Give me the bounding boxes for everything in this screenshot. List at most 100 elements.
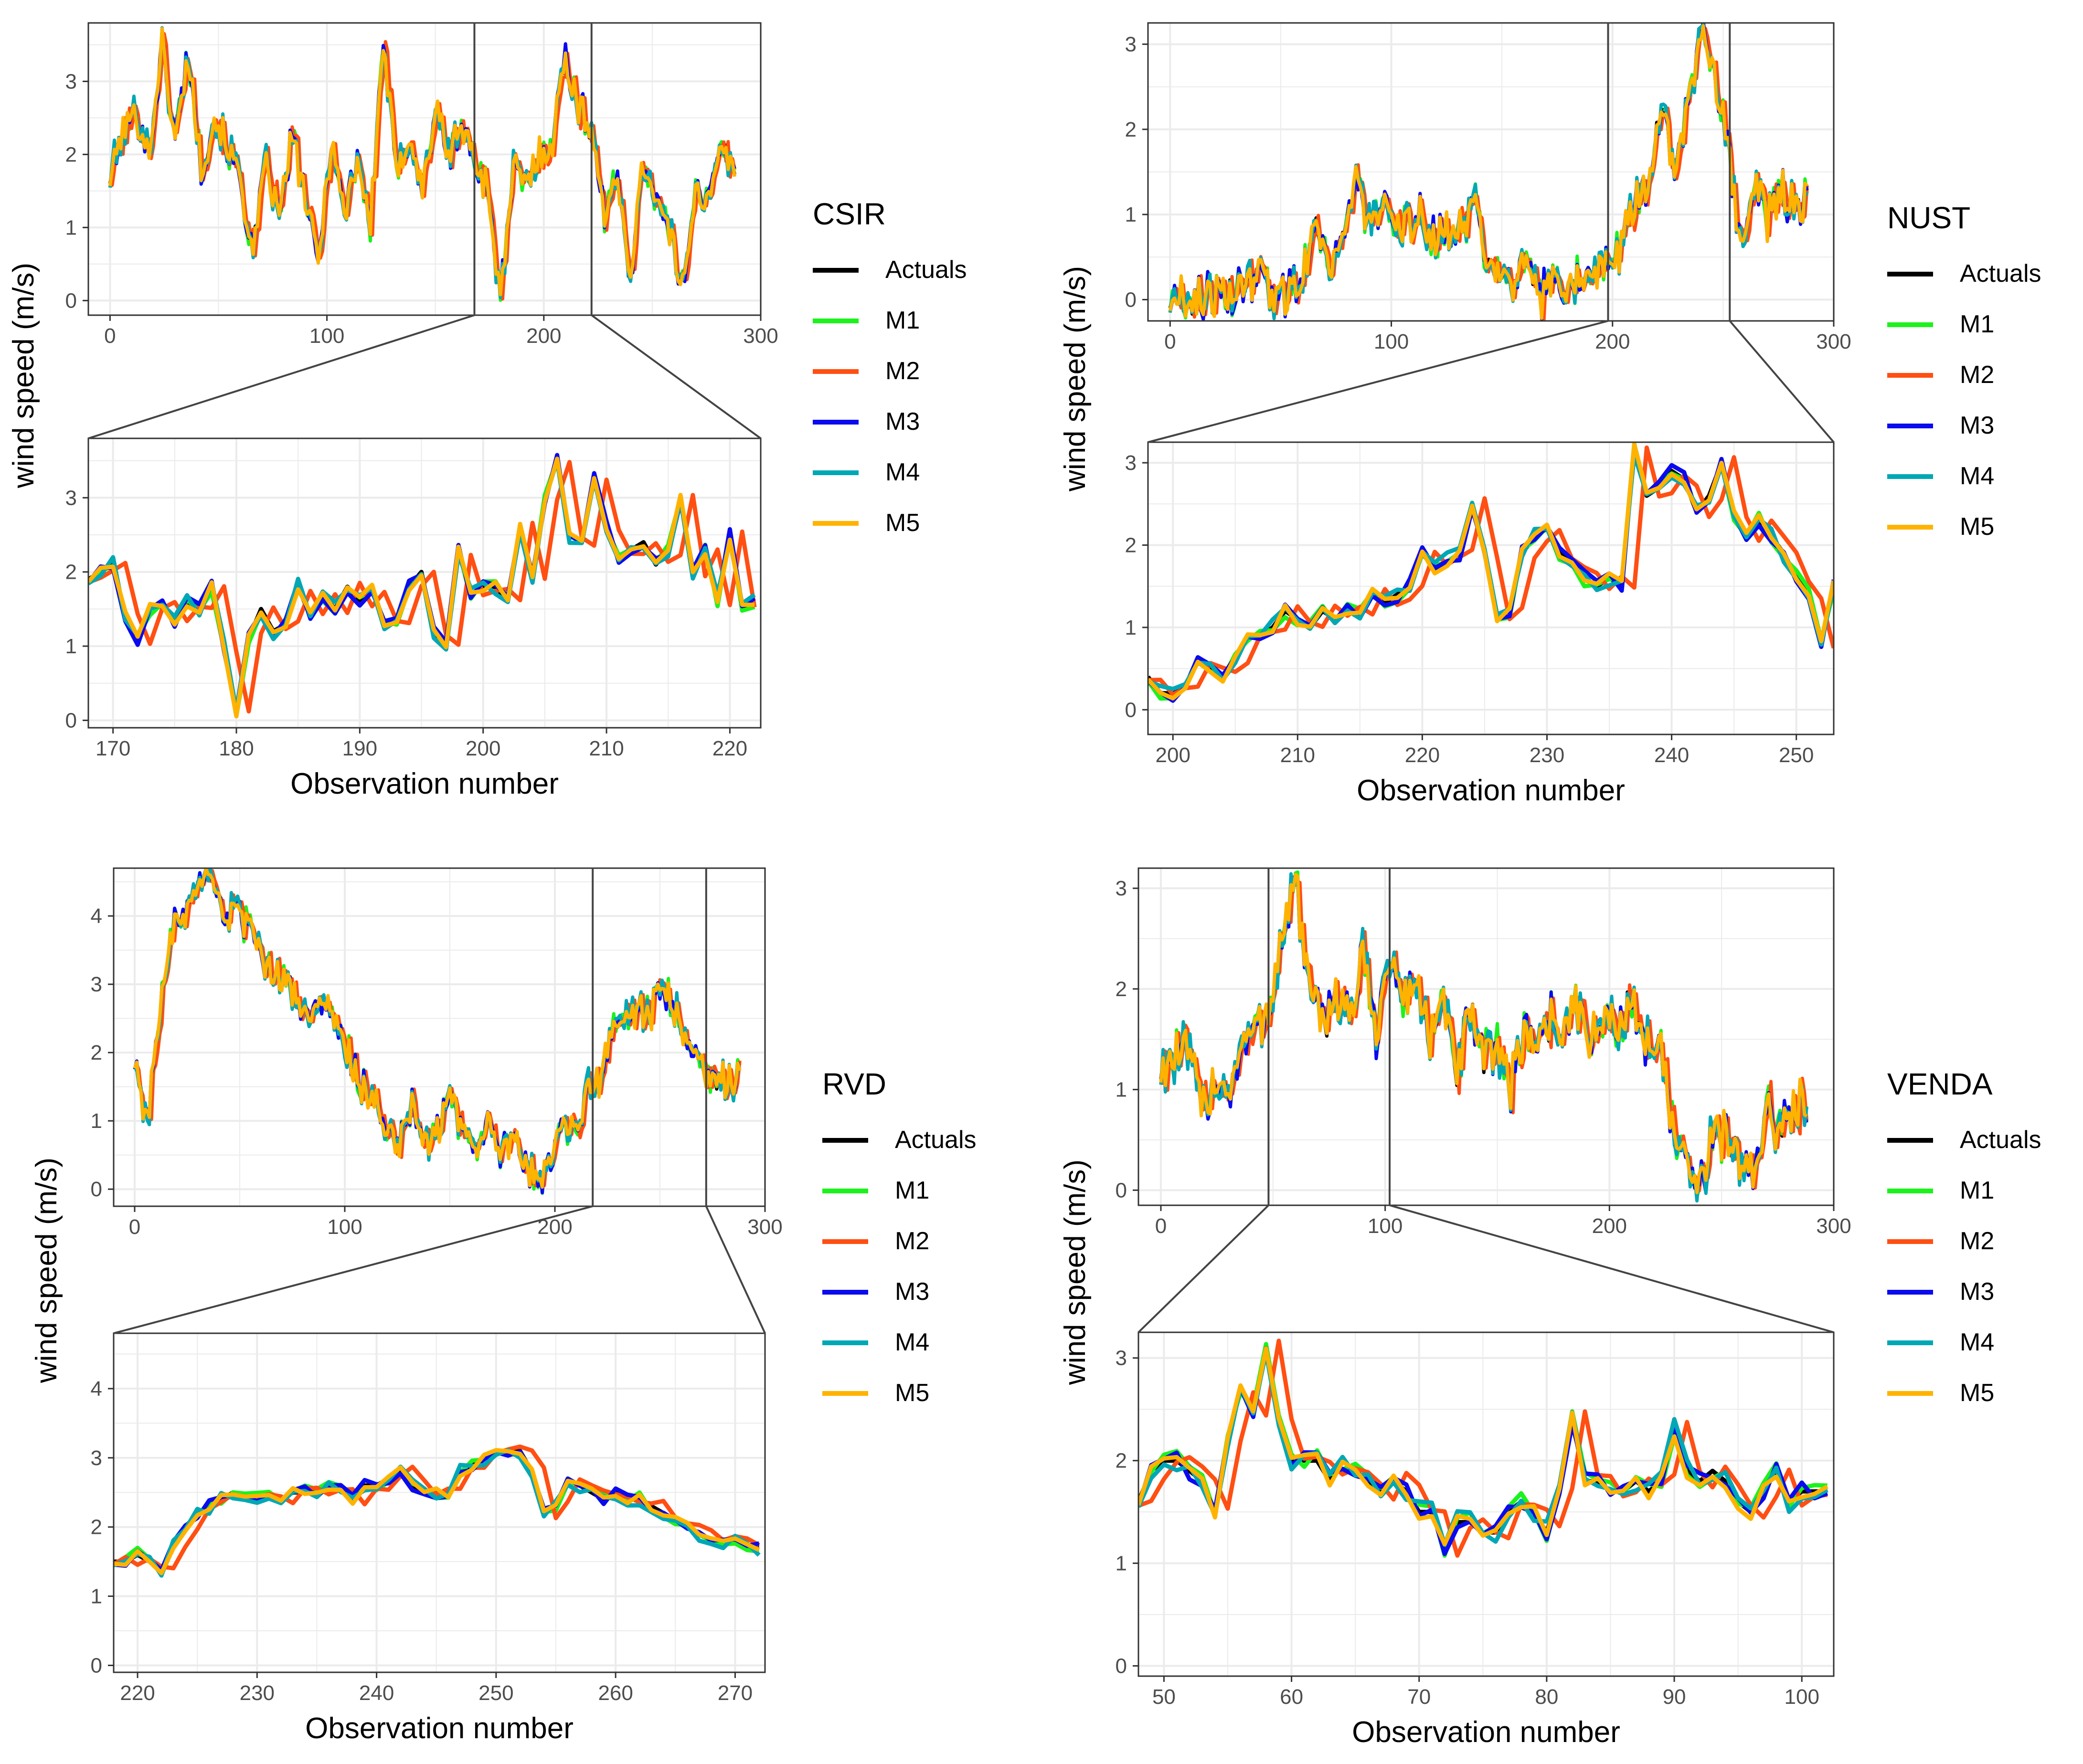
overview-y-tick-label: 3	[1125, 33, 1137, 56]
legend-label-m3: M3	[895, 1278, 929, 1306]
overview-x-tick-label: 300	[747, 1215, 782, 1239]
overview-y-tick-label: 2	[65, 143, 77, 166]
zoom-series-m5	[114, 1448, 760, 1575]
overview-series-group	[108, 26, 736, 302]
zoom-y-tick-label: 0	[1116, 1655, 1127, 1678]
overview-panel-border	[113, 867, 766, 1207]
zoom-connector-left	[113, 1205, 593, 1334]
zoom-y-tick-label: 1	[1125, 616, 1137, 639]
zoom-x-tick-label: 220	[712, 737, 747, 760]
overview-series-m5	[1168, 24, 1809, 320]
x-axis-title: Observation number	[1357, 774, 1625, 807]
zoom-x-tick-label: 180	[219, 737, 254, 760]
zoom-x-tick-label: 210	[1280, 744, 1315, 767]
legend-label-m5: M5	[1960, 513, 1994, 541]
legend-label-m4: M4	[895, 1328, 929, 1356]
overview-x-tick-label: 0	[1164, 330, 1176, 353]
overview-y-tick-label: 2	[1116, 978, 1127, 1001]
legend-label-m3: M3	[1960, 412, 1994, 439]
overview-series-m5	[108, 27, 736, 297]
overview-x-tick-label: 200	[1595, 330, 1630, 353]
legend-label-m2: M2	[1960, 361, 1994, 389]
legend-label-m2: M2	[885, 357, 920, 385]
overview-x-tick-label: 300	[743, 324, 778, 348]
overview-x-tick-label: 0	[1155, 1214, 1167, 1238]
legend-label-m5: M5	[1960, 1379, 1994, 1407]
legend-label-m1: M1	[885, 307, 920, 334]
zoom-x-tick-label: 260	[598, 1681, 633, 1705]
zoom-x-tick-label: 210	[589, 737, 624, 760]
zoom-x-tick-label: 230	[1530, 744, 1564, 767]
zoom-y-tick-label: 3	[91, 1446, 102, 1470]
zoom-x-tick-label: 230	[240, 1681, 275, 1705]
zoom-y-tick-label: 0	[65, 709, 77, 732]
zoom-x-tick-label: 170	[96, 737, 130, 760]
overview-x-tick-label: 300	[1816, 330, 1851, 353]
overview-y-tick-label: 1	[65, 216, 77, 239]
overview-y-tick-label: 3	[91, 973, 102, 996]
zoom-connector-right	[1729, 320, 1835, 443]
overview-x-tick-label: 0	[129, 1215, 140, 1239]
zoom-y-tick-label: 1	[91, 1585, 102, 1608]
overview-x-tick-label: 100	[1368, 1214, 1403, 1238]
legend-csir: CSIR Actuals M1 M2 M3 M4 M5	[813, 197, 967, 537]
legend-label-m2: M2	[1960, 1227, 1994, 1255]
overview-y-tick-label: 4	[91, 904, 102, 928]
legend-title: NUST	[1887, 201, 1970, 235]
zoom-series-m5	[88, 457, 755, 719]
legend-label-actuals: Actuals	[895, 1126, 977, 1154]
zoom-y-tick-label: 4	[91, 1377, 102, 1401]
zoom-x-tick-label: 50	[1152, 1685, 1176, 1709]
zoom-x-tick-label: 190	[342, 737, 377, 760]
legend-title: RVD	[822, 1067, 886, 1101]
zoom-x-tick-label: 220	[120, 1681, 155, 1705]
zoom-y-tick-label: 2	[1116, 1449, 1127, 1473]
zoom-panel-border	[87, 437, 762, 729]
zoom-x-tick-label: 240	[359, 1681, 394, 1705]
overview-x-tick-label: 200	[526, 324, 561, 348]
overview-y-tick-label: 3	[65, 70, 77, 93]
zoom-plot-background	[1138, 1332, 1834, 1676]
zoom-x-tick-label: 250	[1779, 744, 1814, 767]
zoom-y-tick-label: 3	[1125, 451, 1137, 475]
zoom-y-tick-label: 0	[91, 1654, 102, 1678]
legend-label-actuals: Actuals	[1960, 260, 2041, 287]
zoom-panel-border	[1147, 441, 1835, 735]
x-axis-title: Observation number	[305, 1712, 574, 1745]
zoom-series-group	[1148, 442, 1834, 703]
zoom-series-m5	[1148, 442, 1834, 701]
zoom-y-tick-label: 3	[1116, 1347, 1127, 1370]
zoom-series-group	[114, 1444, 761, 1578]
zoom-series-group	[1138, 1339, 1828, 1558]
zoom-y-tick-label: 1	[65, 635, 77, 658]
overview-y-tick-label: 1	[91, 1109, 102, 1133]
overview-x-tick-label: 100	[309, 324, 344, 348]
zoom-y-tick-label: 2	[1125, 533, 1137, 557]
overview-y-tick-label: 0	[1125, 288, 1137, 311]
overview-series-group	[133, 868, 742, 1195]
overview-y-tick-label: 2	[91, 1041, 102, 1064]
zoom-y-tick-label: 2	[65, 561, 77, 584]
overview-x-tick-label: 100	[327, 1215, 362, 1239]
zoom-y-tick-label: 3	[65, 486, 77, 510]
zoom-x-tick-label: 100	[1785, 1685, 1819, 1709]
overview-panel-border	[1137, 867, 1835, 1206]
overview-x-tick-label: 100	[1374, 330, 1409, 353]
zoom-y-tick-label: 1	[1116, 1552, 1127, 1575]
overview-series-m5	[133, 868, 742, 1189]
legend-label-m3: M3	[1960, 1278, 1994, 1306]
legend-label-actuals: Actuals	[1960, 1126, 2041, 1154]
y-axis-title: wind speed (m/s)	[1059, 266, 1092, 492]
x-axis-title: Observation number	[1352, 1716, 1620, 1749]
zoom-x-tick-label: 70	[1407, 1685, 1431, 1709]
legend-label-m2: M2	[895, 1227, 929, 1255]
y-axis-title: wind speed (m/s)	[1059, 1159, 1092, 1385]
legend-label-m5: M5	[885, 509, 920, 537]
zoom-y-tick-label: 0	[1125, 698, 1137, 722]
zoom-series-group	[88, 453, 757, 719]
zoom-x-tick-label: 250	[478, 1681, 513, 1705]
zoom-series-m2	[88, 460, 757, 714]
zoom-x-tick-label: 200	[466, 737, 500, 760]
x-axis-title: Observation number	[290, 767, 559, 800]
